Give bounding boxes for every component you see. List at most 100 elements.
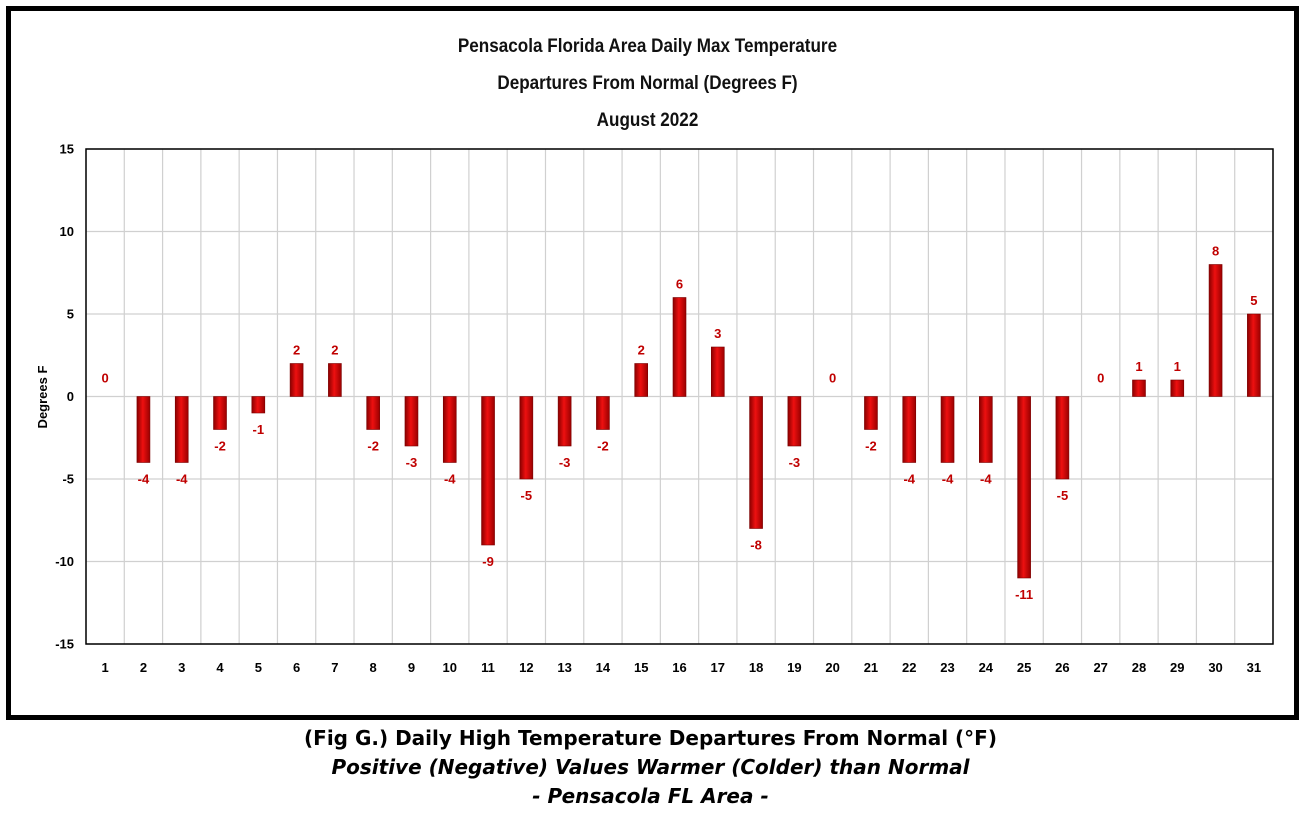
bar (672, 297, 687, 397)
x-tick-label: 28 (1132, 660, 1146, 675)
bar (787, 396, 802, 447)
bar (1132, 379, 1146, 397)
bar (1055, 396, 1070, 480)
x-tick-label: 24 (979, 660, 994, 675)
data-label: -3 (406, 455, 418, 470)
y-tick-label: 0 (67, 389, 74, 404)
x-tick-label: 20 (825, 660, 839, 675)
bar (634, 363, 649, 397)
y-tick-label: 10 (60, 224, 74, 239)
data-label: 5 (1250, 293, 1257, 308)
data-label: -4 (903, 472, 915, 487)
chart-frame (6, 6, 1299, 720)
x-tick-label: 27 (1093, 660, 1107, 675)
data-label: -4 (942, 472, 954, 487)
data-label: -3 (789, 455, 801, 470)
y-tick-label: -10 (55, 554, 74, 569)
x-tick-label: 29 (1170, 660, 1184, 675)
y-axis-ticks: 15 10 5 0 -5 -10 -15 (55, 142, 74, 652)
bar (251, 396, 266, 414)
x-tick-label: 8 (370, 660, 377, 675)
bar (481, 396, 495, 546)
data-label: 6 (676, 277, 683, 292)
data-label: -1 (253, 422, 265, 437)
x-tick-label: 17 (711, 660, 725, 675)
data-label: -5 (521, 488, 533, 503)
y-tick-label: 5 (67, 307, 74, 322)
bar (328, 363, 342, 397)
x-tick-label: 10 (443, 660, 457, 675)
x-tick-label: 14 (596, 660, 611, 675)
data-label: 3 (714, 326, 721, 341)
data-label: -11 (1015, 587, 1033, 602)
x-tick-label: 30 (1208, 660, 1222, 675)
bar (940, 396, 955, 463)
bar (596, 396, 610, 430)
x-tick-label: 16 (672, 660, 686, 675)
bar (289, 363, 304, 397)
x-tick-label: 5 (255, 660, 262, 675)
bar (213, 396, 227, 430)
chart-title-line-1: Pensacola Florida Area Daily Max Tempera… (457, 36, 838, 57)
caption-line-2: Positive (Negative) Values Warmer (Colde… (331, 755, 970, 779)
x-axis-ticks: 1 2 3 4 5 6 7 8 9 10 11 12 13 14 15 16 17 18 19 20 21 22 23 24 2… (102, 660, 1262, 675)
x-tick-label: 1 (102, 660, 109, 675)
bar (136, 396, 151, 463)
bar (979, 396, 993, 463)
y-tick-label: -15 (55, 637, 74, 652)
bar (710, 346, 725, 397)
bar (404, 396, 419, 447)
data-label: -4 (138, 472, 150, 487)
x-tick-label: 23 (940, 660, 954, 675)
data-label: -9 (482, 554, 494, 569)
x-tick-label: 11 (481, 660, 495, 675)
chart-title: Pensacola Florida Area Daily Max Tempera… (0, 28, 1295, 139)
data-labels: 0 -4 -4 -2 -1 2 2 -2 -3 -4 -9 -5 -3 -2 2 6 3 -8 -3 0 -2 -4 -4 -… (102, 244, 1258, 603)
data-label: -2 (214, 439, 226, 454)
bar (366, 396, 380, 430)
data-label: 0 (829, 371, 836, 386)
x-tick-label: 13 (557, 660, 571, 675)
data-label: -2 (865, 439, 877, 454)
data-label: -4 (980, 472, 992, 487)
chart-title-line-3: August 2022 (596, 110, 699, 131)
data-label: 2 (293, 343, 300, 358)
bar (174, 396, 189, 463)
bar (519, 396, 534, 480)
x-tick-label: 7 (331, 660, 338, 675)
data-label: -4 (444, 472, 456, 487)
x-tick-label: 18 (749, 660, 763, 675)
x-tick-label: 3 (178, 660, 185, 675)
data-label: -2 (367, 439, 379, 454)
data-label: 0 (102, 371, 109, 386)
figure-caption: (Fig G.) Daily High Temperature Departur… (0, 724, 1301, 811)
x-tick-label: 6 (293, 660, 300, 675)
data-label: -8 (750, 538, 762, 553)
caption-line-1: (Fig G.) Daily High Temperature Departur… (304, 726, 997, 750)
data-label: -2 (597, 439, 609, 454)
data-label: 2 (331, 343, 338, 358)
x-tick-label: 22 (902, 660, 916, 675)
x-tick-label: 2 (140, 660, 147, 675)
bar (864, 396, 878, 430)
data-label: 8 (1212, 244, 1219, 259)
bars (136, 264, 1261, 579)
bar (1247, 313, 1261, 397)
data-label: -3 (559, 455, 571, 470)
x-tick-label: 4 (216, 660, 224, 675)
y-tick-label: 15 (60, 142, 74, 157)
data-label: 2 (638, 343, 645, 358)
x-tick-label: 12 (519, 660, 533, 675)
x-tick-label: 9 (408, 660, 415, 675)
bar (442, 396, 457, 463)
y-tick-label: -5 (62, 472, 74, 487)
x-tick-label: 26 (1055, 660, 1069, 675)
caption-line-3: - Pensacola FL Area - (532, 784, 769, 808)
bar (749, 396, 763, 529)
x-tick-label: 25 (1017, 660, 1031, 675)
data-label: 1 (1174, 359, 1181, 374)
y-axis-label: Degrees F (35, 366, 50, 429)
bar (557, 396, 572, 447)
x-tick-label: 31 (1247, 660, 1261, 675)
